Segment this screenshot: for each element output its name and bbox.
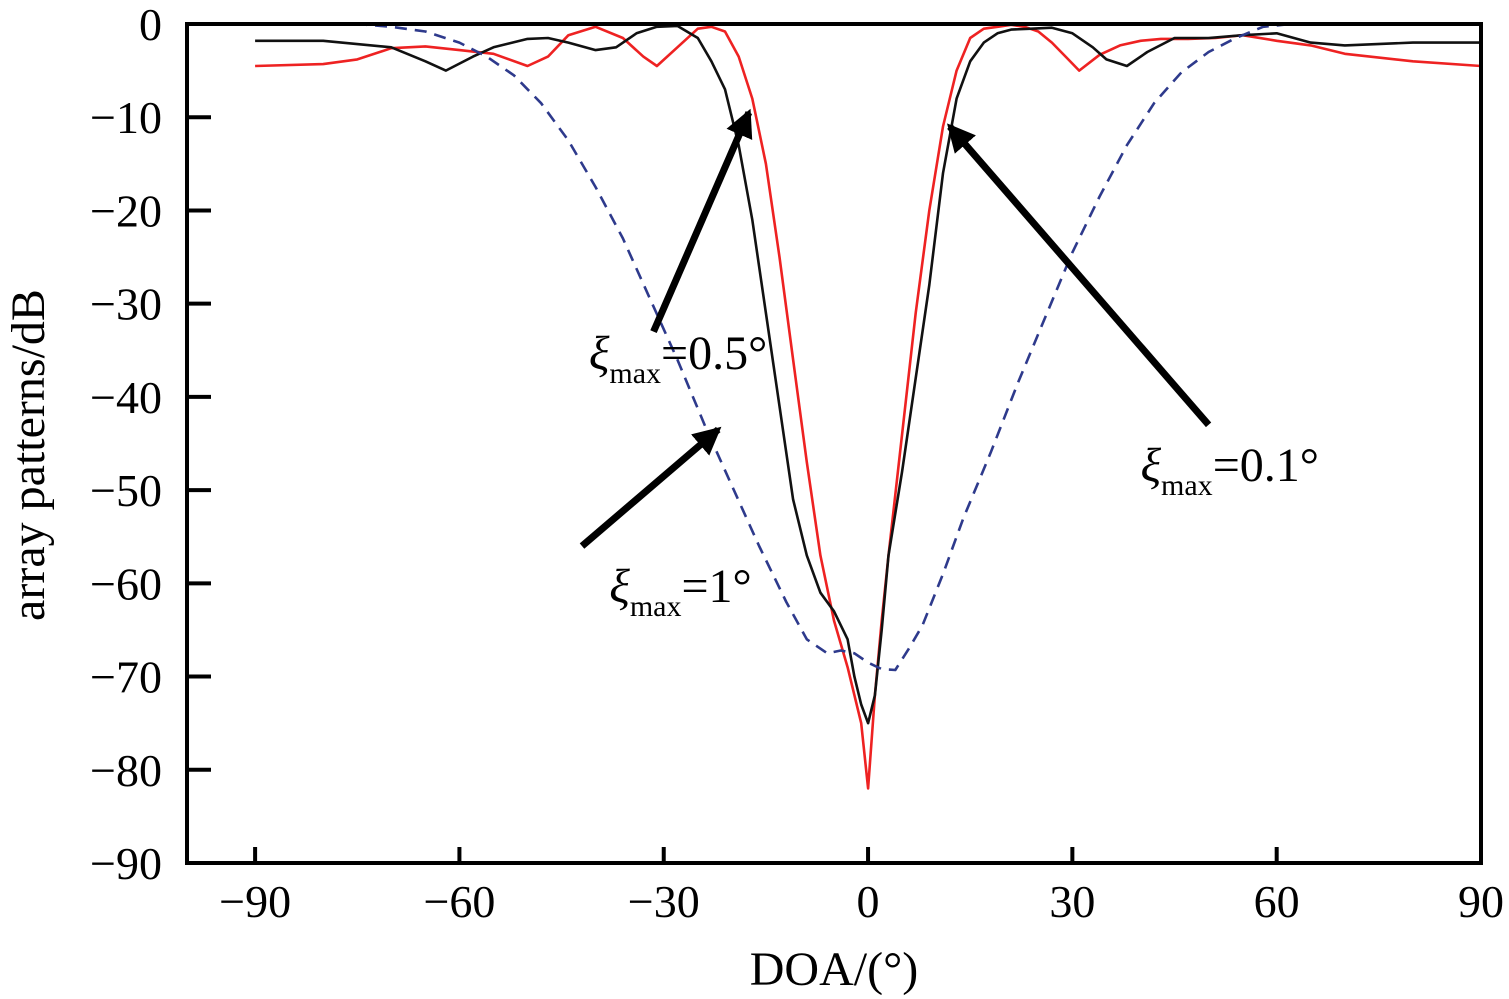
annotation-subscript: max xyxy=(1161,469,1213,502)
x-axis-title: DOA/(°) xyxy=(750,943,919,996)
plot-frame xyxy=(185,22,1483,865)
x-tick-label: −90 xyxy=(219,876,291,927)
y-tick-label: −10 xyxy=(90,92,162,143)
annotation-symbol: ξ xyxy=(589,327,610,380)
series-line-3 xyxy=(255,22,1481,672)
annotation-symbol: ξ xyxy=(609,560,630,613)
annotation-subscript: max xyxy=(630,590,682,623)
annotation-subscript: max xyxy=(609,357,661,390)
x-tick-label: 60 xyxy=(1254,876,1300,927)
series-line-2 xyxy=(255,24,1481,725)
annotation-value: =0.5° xyxy=(661,327,767,380)
x-tick-label: 90 xyxy=(1458,876,1504,927)
annotation-value: =1° xyxy=(681,560,751,613)
x-tick-label: −60 xyxy=(423,876,495,927)
y-tick-label: −90 xyxy=(90,838,162,889)
y-axis-title: array patterns/dB xyxy=(2,289,55,621)
x-tick-label: 0 xyxy=(857,876,880,927)
annotation-value: =0.1° xyxy=(1213,439,1319,492)
y-tick-label: −60 xyxy=(90,558,162,609)
y-tick-label: −30 xyxy=(90,279,162,330)
y-tick-label: −70 xyxy=(90,652,162,703)
annotation-arrow xyxy=(947,123,1212,428)
annotation-arrow xyxy=(579,426,722,549)
y-tick-label: −50 xyxy=(90,465,162,516)
annotation-layer: ξmax=0.5°ξmax=0.1°ξmax=1° xyxy=(579,108,1319,623)
annotation-symbol: ξ xyxy=(1140,439,1161,492)
series-layer xyxy=(255,22,1481,790)
y-tick-label: 0 xyxy=(139,0,162,50)
y-tick-label: −80 xyxy=(90,745,162,796)
annotation-label: ξmax=0.5° xyxy=(589,327,767,390)
x-tick-label: −30 xyxy=(628,876,700,927)
x-tick-label: 30 xyxy=(1049,876,1095,927)
annotation-arrow xyxy=(650,108,753,334)
annotation-label: ξmax=1° xyxy=(609,560,751,623)
y-tick-label: −20 xyxy=(90,185,162,236)
y-tick-label: −40 xyxy=(90,372,162,423)
annotation-label: ξmax=0.1° xyxy=(1140,439,1318,502)
axes-layer: −90 −60 −30 0 30 60 90 0 −10 −20 −30 −40 −50 −60 −70 −8… xyxy=(90,0,1504,927)
series-line-1 xyxy=(255,23,1481,790)
